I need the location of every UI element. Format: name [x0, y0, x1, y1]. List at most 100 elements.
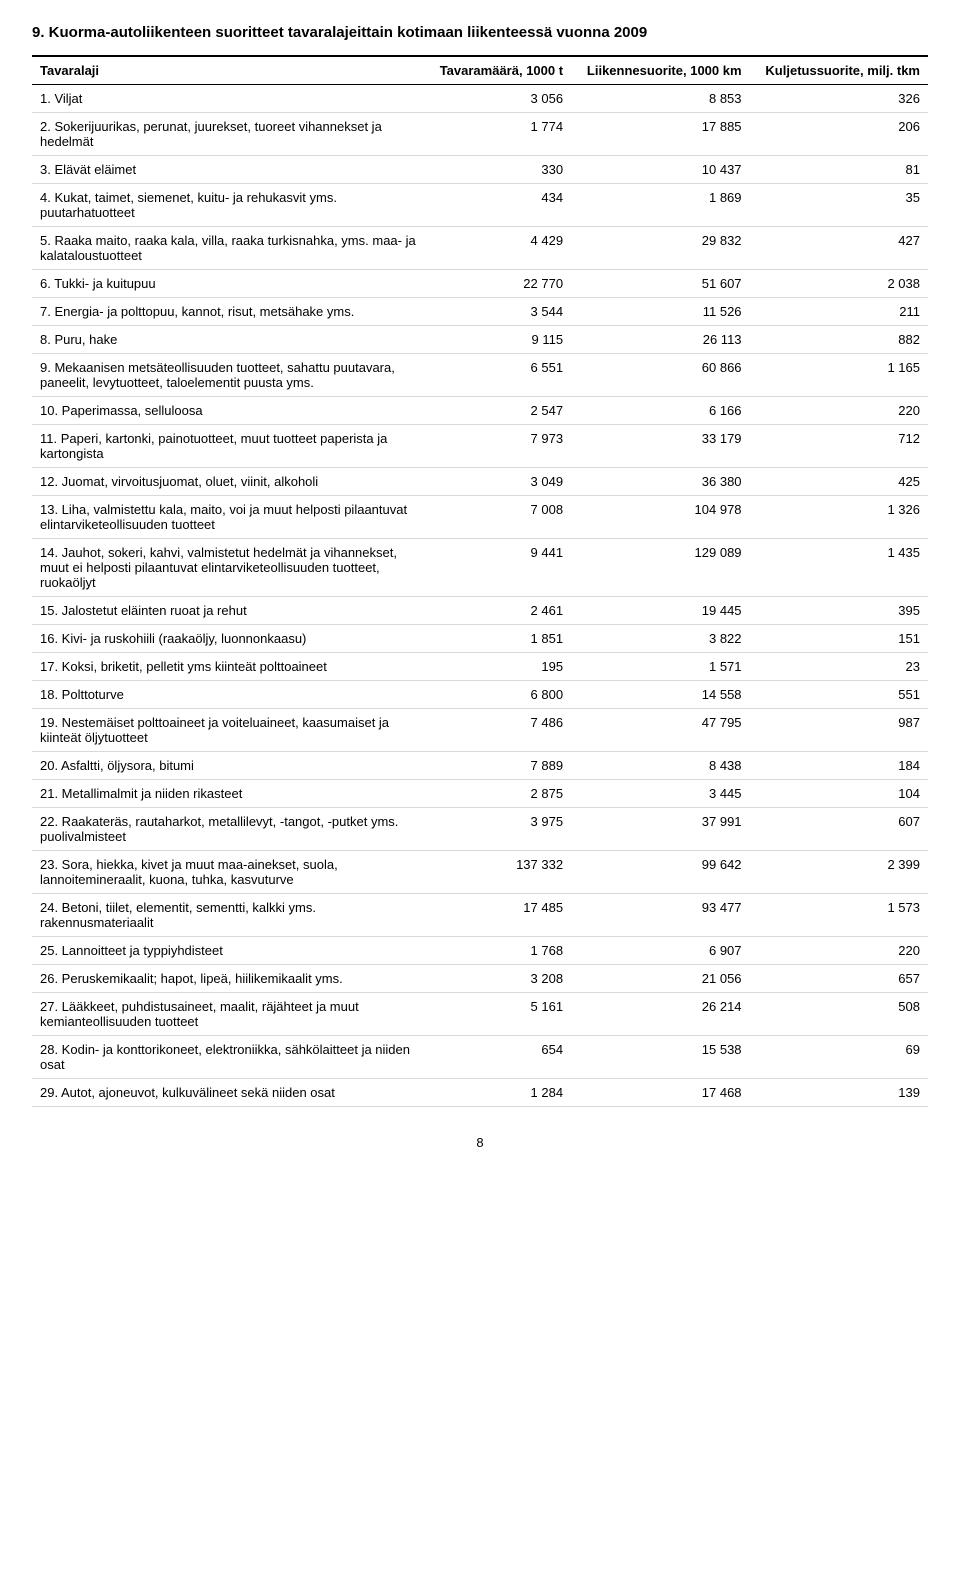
row-value: 104 — [750, 780, 928, 808]
row-value: 17 485 — [425, 894, 571, 937]
row-label: 28. Kodin- ja konttorikoneet, elektronii… — [32, 1036, 425, 1079]
row-label: 15. Jalostetut eläinten ruoat ja rehut — [32, 597, 425, 625]
row-value: 17 468 — [571, 1079, 749, 1107]
row-value: 6 551 — [425, 354, 571, 397]
table-row: 18. Polttoturve6 80014 558551 — [32, 681, 928, 709]
row-value: 2 547 — [425, 397, 571, 425]
col-header-v3: Kuljetussuorite, milj. tkm — [750, 56, 928, 85]
row-value: 3 056 — [425, 85, 571, 113]
row-value: 93 477 — [571, 894, 749, 937]
col-header-v2: Liikennesuorite, 1000 km — [571, 56, 749, 85]
row-label: 22. Raakateräs, rautaharkot, metallilevy… — [32, 808, 425, 851]
col-header-label: Tavaralaji — [32, 56, 425, 85]
row-value: 3 544 — [425, 298, 571, 326]
row-label: 29. Autot, ajoneuvot, kulkuvälineet sekä… — [32, 1079, 425, 1107]
table-row: 2. Sokerijuurikas, perunat, juurekset, t… — [32, 113, 928, 156]
row-value: 425 — [750, 468, 928, 496]
row-value: 2 875 — [425, 780, 571, 808]
table-row: 25. Lannoitteet ja typpiyhdisteet1 7686 … — [32, 937, 928, 965]
row-value: 9 115 — [425, 326, 571, 354]
row-value: 151 — [750, 625, 928, 653]
row-label: 3. Elävät eläimet — [32, 156, 425, 184]
table-row: 20. Asfaltti, öljysora, bitumi7 8898 438… — [32, 752, 928, 780]
table-row: 8. Puru, hake9 11526 113882 — [32, 326, 928, 354]
table-row: 5. Raaka maito, raaka kala, villa, raaka… — [32, 227, 928, 270]
row-value: 2 038 — [750, 270, 928, 298]
data-table: Tavaralaji Tavaramäärä, 1000 t Liikennes… — [32, 55, 928, 1107]
table-row: 17. Koksi, briketit, pelletit yms kiinte… — [32, 653, 928, 681]
page-number: 8 — [32, 1135, 928, 1150]
table-row: 13. Liha, valmistettu kala, maito, voi j… — [32, 496, 928, 539]
row-value: 211 — [750, 298, 928, 326]
row-label: 4. Kukat, taimet, siemenet, kuitu- ja re… — [32, 184, 425, 227]
row-value: 184 — [750, 752, 928, 780]
table-header-row: Tavaralaji Tavaramäärä, 1000 t Liikennes… — [32, 56, 928, 85]
row-value: 15 538 — [571, 1036, 749, 1079]
row-value: 1 284 — [425, 1079, 571, 1107]
row-value: 6 800 — [425, 681, 571, 709]
table-row: 14. Jauhot, sokeri, kahvi, valmistetut h… — [32, 539, 928, 597]
row-value: 47 795 — [571, 709, 749, 752]
row-value: 206 — [750, 113, 928, 156]
row-value: 8 853 — [571, 85, 749, 113]
row-value: 3 049 — [425, 468, 571, 496]
row-value: 137 332 — [425, 851, 571, 894]
table-row: 22. Raakateräs, rautaharkot, metallilevy… — [32, 808, 928, 851]
row-value: 139 — [750, 1079, 928, 1107]
table-row: 9. Mekaanisen metsäteollisuuden tuotteet… — [32, 354, 928, 397]
row-label: 6. Tukki- ja kuitupuu — [32, 270, 425, 298]
row-value: 51 607 — [571, 270, 749, 298]
row-label: 5. Raaka maito, raaka kala, villa, raaka… — [32, 227, 425, 270]
row-value: 21 056 — [571, 965, 749, 993]
row-value: 99 642 — [571, 851, 749, 894]
table-title: 9. Kuorma-autoliikenteen suoritteet tava… — [32, 24, 928, 41]
table-row: 15. Jalostetut eläinten ruoat ja rehut2 … — [32, 597, 928, 625]
row-label: 16. Kivi- ja ruskohiili (raakaöljy, luon… — [32, 625, 425, 653]
row-value: 129 089 — [571, 539, 749, 597]
row-value: 657 — [750, 965, 928, 993]
row-value: 1 326 — [750, 496, 928, 539]
row-value: 26 113 — [571, 326, 749, 354]
row-value: 3 822 — [571, 625, 749, 653]
row-label: 11. Paperi, kartonki, painotuotteet, muu… — [32, 425, 425, 468]
row-value: 22 770 — [425, 270, 571, 298]
row-value: 33 179 — [571, 425, 749, 468]
row-value: 3 208 — [425, 965, 571, 993]
row-label: 7. Energia- ja polttopuu, kannot, risut,… — [32, 298, 425, 326]
row-value: 17 885 — [571, 113, 749, 156]
row-label: 19. Nestemäiset polttoaineet ja voitelua… — [32, 709, 425, 752]
table-row: 26. Peruskemikaalit; hapot, lipeä, hiili… — [32, 965, 928, 993]
row-label: 8. Puru, hake — [32, 326, 425, 354]
table-row: 29. Autot, ajoneuvot, kulkuvälineet sekä… — [32, 1079, 928, 1107]
row-label: 21. Metallimalmit ja niiden rikasteet — [32, 780, 425, 808]
row-value: 2 399 — [750, 851, 928, 894]
row-value: 8 438 — [571, 752, 749, 780]
row-value: 1 768 — [425, 937, 571, 965]
row-label: 25. Lannoitteet ja typpiyhdisteet — [32, 937, 425, 965]
table-row: 28. Kodin- ja konttorikoneet, elektronii… — [32, 1036, 928, 1079]
row-value: 5 161 — [425, 993, 571, 1036]
row-label: 18. Polttoturve — [32, 681, 425, 709]
row-value: 69 — [750, 1036, 928, 1079]
row-value: 427 — [750, 227, 928, 270]
row-value: 14 558 — [571, 681, 749, 709]
row-value: 9 441 — [425, 539, 571, 597]
table-row: 3. Elävät eläimet33010 43781 — [32, 156, 928, 184]
row-value: 35 — [750, 184, 928, 227]
row-value: 882 — [750, 326, 928, 354]
row-value: 654 — [425, 1036, 571, 1079]
row-value: 6 907 — [571, 937, 749, 965]
row-value: 195 — [425, 653, 571, 681]
row-value: 3 975 — [425, 808, 571, 851]
row-value: 508 — [750, 993, 928, 1036]
row-value: 81 — [750, 156, 928, 184]
row-label: 14. Jauhot, sokeri, kahvi, valmistetut h… — [32, 539, 425, 597]
row-value: 104 978 — [571, 496, 749, 539]
row-label: 26. Peruskemikaalit; hapot, lipeä, hiili… — [32, 965, 425, 993]
row-value: 1 774 — [425, 113, 571, 156]
row-value: 326 — [750, 85, 928, 113]
row-value: 6 166 — [571, 397, 749, 425]
row-label: 2. Sokerijuurikas, perunat, juurekset, t… — [32, 113, 425, 156]
row-value: 36 380 — [571, 468, 749, 496]
row-value: 60 866 — [571, 354, 749, 397]
